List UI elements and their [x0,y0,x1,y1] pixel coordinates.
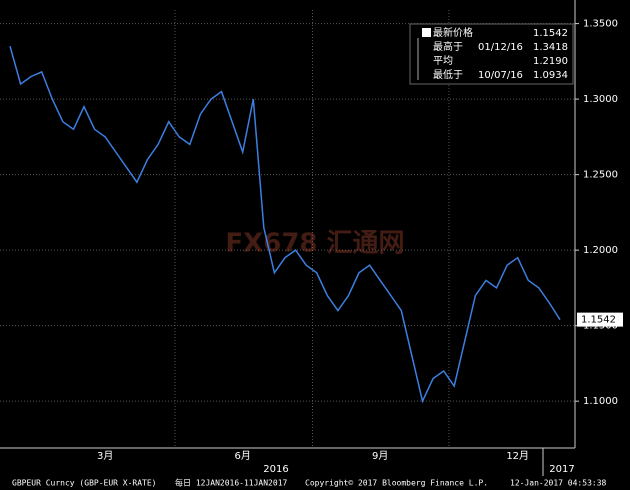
y-tick-label: 1.3000 [583,94,618,105]
last-price-tag [577,312,623,327]
footer-text: GBPEUR Curncy (GBP-EUR X-RATE) [12,479,157,488]
x-tick-label: 6月 [235,450,251,462]
legend-label: 最新价格 [433,26,473,39]
y-tick-label: 1.2000 [583,245,618,256]
legend-value: 1.3418 [533,42,568,53]
y-tick-label: 1.3500 [583,19,618,30]
footer-text: Copyright© 2017 Bloomberg Finance L.P. [305,479,488,488]
price-line [9,45,561,404]
legend-box [409,23,574,85]
legend-value: 1.0934 [533,70,568,81]
footer-text: 每日 12JAN2016-11JAN2017 [175,478,288,488]
legend-value: 1.2190 [533,56,568,67]
year-label: 2016 [263,464,288,475]
y-tick-label: 1.2500 [583,170,618,181]
x-tick-label: 12月 [506,450,529,462]
legend-value: 1.1542 [533,28,568,39]
watermark: FX678 汇通网 [225,229,404,259]
footer-text: 12-Jan-2017 04:53:38 [510,479,607,488]
x-tick-label: 9月 [372,450,388,462]
legend-label: 最低于 [433,68,463,81]
y-tick-label: 1.1000 [583,396,618,407]
x-tick-label: 3月 [97,450,113,462]
legend-date: 01/12/16 [478,42,523,53]
legend-swatch [422,28,431,37]
legend-date: 10/07/16 [478,70,523,81]
year-label: 2017 [549,464,574,475]
legend-label: 最高于 [433,40,463,53]
last-price-label: 1.1542 [581,315,616,326]
legend-label: 平均 [433,55,453,67]
